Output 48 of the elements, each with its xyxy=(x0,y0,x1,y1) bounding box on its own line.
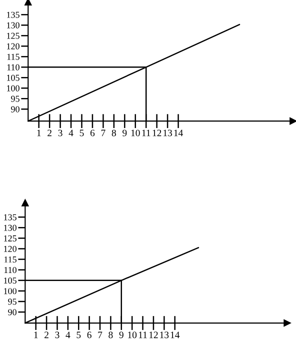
x-tick-label: 8 xyxy=(112,130,116,136)
y-tick-label: 90 xyxy=(11,106,20,112)
x-tick-label: 6 xyxy=(90,130,95,136)
y-tick-label: 135 xyxy=(4,214,16,220)
x-tick-label: 5 xyxy=(76,332,81,338)
x-tick-label: 5 xyxy=(80,130,84,136)
x-tick-label: 7 xyxy=(98,332,102,338)
x-tick-label: 4 xyxy=(68,130,74,136)
x-tick-label: 9 xyxy=(122,130,127,136)
x-tick-label: 11 xyxy=(138,332,147,338)
x-tick-label: 6 xyxy=(87,332,92,338)
x-tick-label: 12 xyxy=(152,130,162,136)
x-tick-label: 11 xyxy=(142,130,150,136)
y-tick-label: 120 xyxy=(7,43,20,50)
x-tick-label: 1 xyxy=(34,332,38,338)
x-tick-label: 14 xyxy=(170,332,180,338)
y-tick-label: 100 xyxy=(4,288,16,294)
y-tick-label: 115 xyxy=(4,256,16,263)
y-tick-label: 130 xyxy=(4,224,16,231)
x-tick-label: 9 xyxy=(119,332,124,338)
x-tick-label: 12 xyxy=(149,332,158,338)
x-tick-label: 2 xyxy=(48,130,52,136)
x-tick-label: 8 xyxy=(108,332,113,338)
y-tick-label: 90 xyxy=(8,309,16,316)
y-tick-label: 100 xyxy=(7,85,20,92)
x-tick-label: 13 xyxy=(164,130,172,136)
x-tick-label: 14 xyxy=(174,130,183,136)
y-tick-label: 105 xyxy=(4,278,16,284)
y-tick-label: 110 xyxy=(7,64,20,70)
x-tick-label: 2 xyxy=(44,332,48,338)
y-tick-label: 130 xyxy=(7,22,20,28)
y-tick-label: 120 xyxy=(4,246,16,252)
x-tick-label: 3 xyxy=(55,332,60,338)
x-tick-label: 4 xyxy=(66,332,70,338)
y-tick-label: 95 xyxy=(8,298,16,305)
y-tick-label: 105 xyxy=(7,74,20,81)
y-tick-label: 110 xyxy=(4,266,16,274)
y-tick-label: 125 xyxy=(4,235,16,242)
x-tick-label: 10 xyxy=(131,130,140,136)
x-tick-label: 7 xyxy=(101,130,106,136)
x-tick-label: 3 xyxy=(58,130,62,136)
y-tick-label: 115 xyxy=(7,54,20,60)
y-tick-label: 125 xyxy=(7,32,20,39)
x-tick-label: 10 xyxy=(128,332,137,338)
x-tick-label: 13 xyxy=(160,332,169,338)
x-tick-label: 1 xyxy=(37,130,41,136)
y-tick-label: 95 xyxy=(11,96,20,102)
y-tick-label: 135 xyxy=(7,12,20,18)
